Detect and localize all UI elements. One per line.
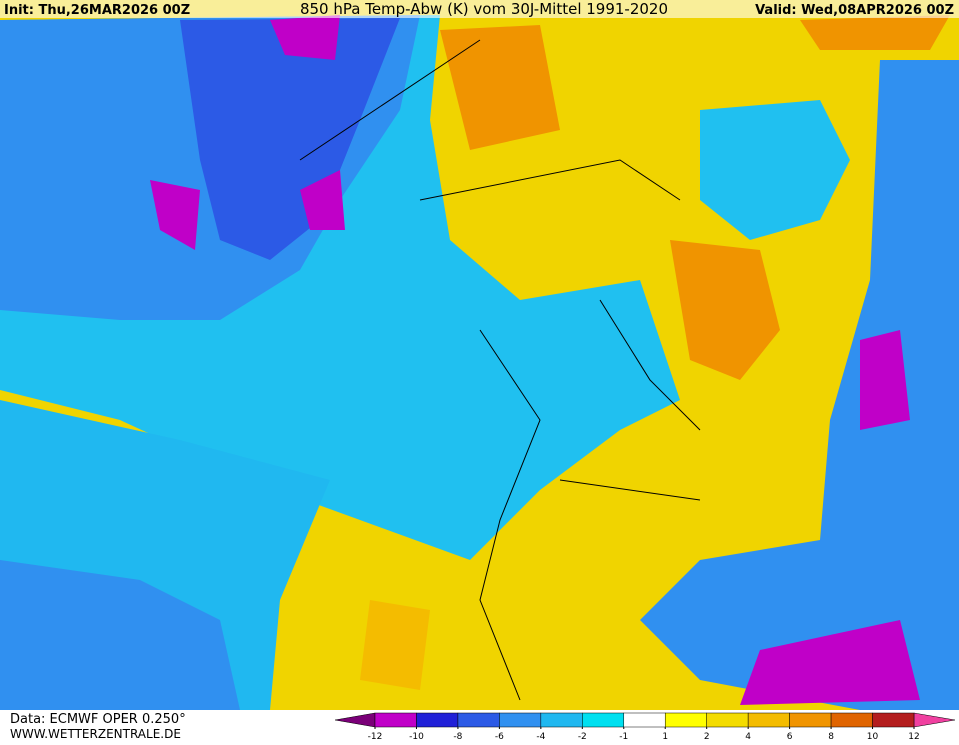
colorbar-box	[457, 712, 500, 728]
colorbar-tick-label: 12	[908, 732, 919, 741]
colorbar-box	[623, 712, 666, 728]
warm-region	[440, 15, 950, 380]
cold-core	[150, 15, 345, 250]
colorbar-tick-label: 1	[662, 732, 668, 741]
valid-label: Valid: Wed,08APR2026 00Z	[755, 3, 954, 18]
colorbar-box	[747, 712, 790, 728]
cold-region	[0, 560, 240, 710]
colorbar: -12 -10 -8 -6 -4 -2 -1 1 2 4 6 8 10 12	[334, 712, 956, 742]
colorbar-tick-label: 2	[704, 732, 710, 741]
colorbar-box	[374, 712, 417, 728]
cold-region	[180, 18, 400, 260]
colorbar-box	[789, 712, 832, 728]
init-label: Init: Thu,26MAR2026 00Z	[4, 3, 190, 18]
coastline	[299, 39, 701, 701]
colorbar-tick-label: -10	[409, 732, 424, 741]
colorbar-tick-label: -8	[453, 732, 462, 741]
cold-region	[640, 60, 959, 710]
colorbar-tick-label: -1	[619, 732, 628, 741]
website: WWW.WETTERZENTRALE.DE	[10, 727, 181, 741]
colorbar-tick-label: 8	[828, 732, 834, 741]
colorbar-box	[540, 712, 583, 728]
cold-region	[700, 100, 850, 240]
colorbar-box	[872, 712, 915, 728]
cold-core	[740, 330, 920, 705]
colorbar-tick-label: 4	[745, 732, 751, 741]
colorbar-tick-label: -2	[578, 732, 587, 741]
header-band	[0, 0, 959, 18]
colorbar-box	[664, 712, 707, 728]
colorbar-box	[706, 712, 749, 728]
colorbar-tick-label: -12	[368, 732, 383, 741]
colorbar-box	[499, 712, 542, 728]
colorbar-tick-label: 6	[787, 732, 793, 741]
warm-region	[360, 600, 430, 690]
colorbar-tick-label: 10	[867, 732, 879, 741]
map	[0, 0, 959, 710]
colorbar-box	[582, 712, 625, 728]
data-source: Data: ECMWF OPER 0.250°	[10, 712, 186, 727]
colorbar-tick-label: -6	[495, 732, 504, 741]
colorbar-box	[830, 712, 873, 728]
colorbar-tick-label: -4	[536, 732, 545, 741]
colorbar-box	[416, 712, 459, 728]
map-title: 850 hPa Temp-Abw (K) vom 30J-Mittel 1991…	[300, 0, 668, 18]
